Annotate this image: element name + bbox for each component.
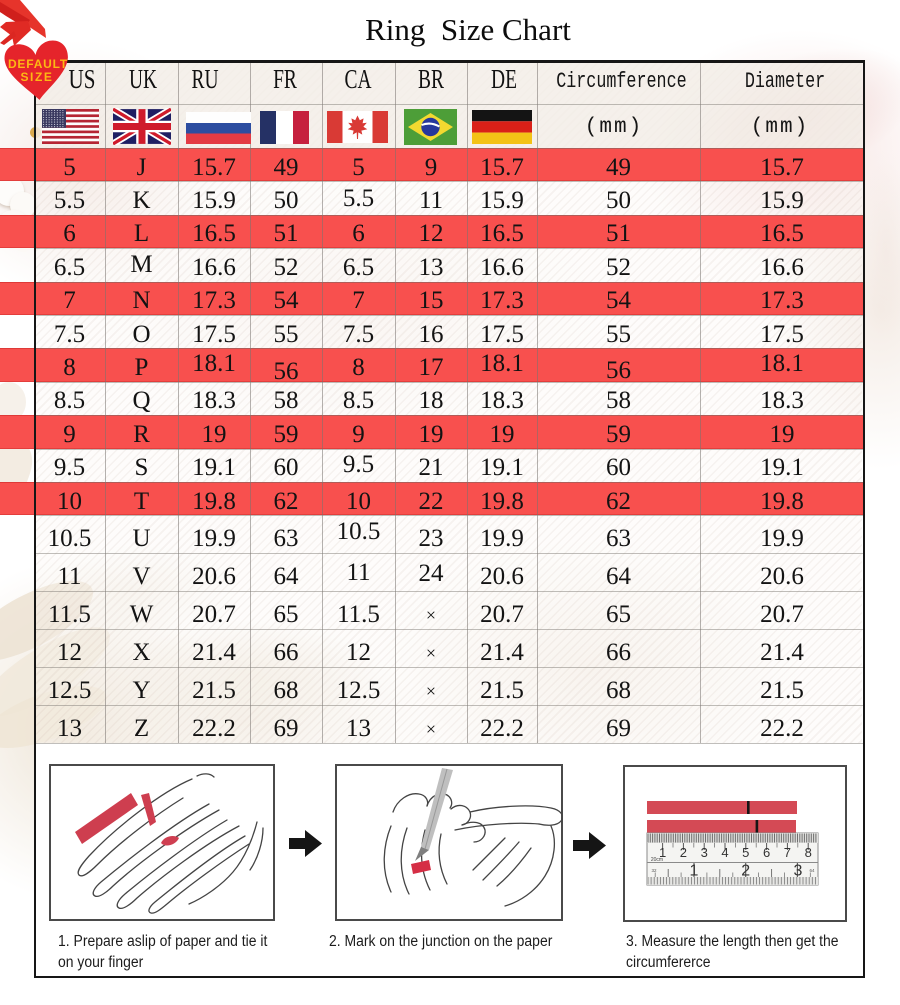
svg-text:6: 6 bbox=[763, 845, 770, 860]
svg-text:1: 1 bbox=[659, 845, 666, 860]
svg-text:32: 32 bbox=[651, 868, 657, 873]
svg-text:2: 2 bbox=[741, 863, 750, 880]
svg-text:DEFAULT: DEFAULT bbox=[8, 57, 68, 71]
svg-text:1: 1 bbox=[690, 863, 699, 880]
svg-text:SIZE: SIZE bbox=[20, 70, 53, 84]
svg-text:2: 2 bbox=[680, 845, 687, 860]
svg-text:20cm: 20cm bbox=[651, 857, 663, 863]
svg-text:3: 3 bbox=[794, 863, 803, 880]
svg-text:7: 7 bbox=[784, 845, 791, 860]
svg-text:5: 5 bbox=[742, 845, 749, 860]
svg-text:64: 64 bbox=[809, 868, 815, 873]
svg-text:4: 4 bbox=[721, 845, 728, 860]
svg-text:8: 8 bbox=[805, 845, 812, 860]
svg-text:3: 3 bbox=[701, 845, 708, 860]
